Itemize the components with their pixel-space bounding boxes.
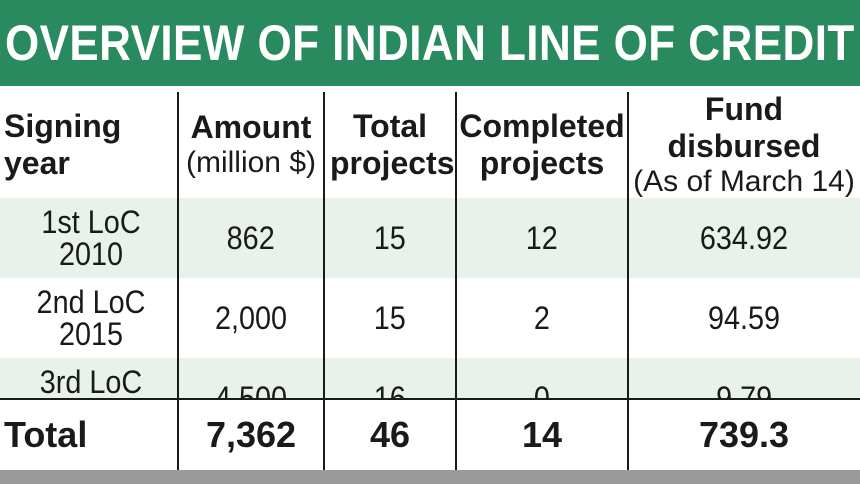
- table-cell: 634.92: [699, 220, 789, 256]
- table-cell: 12: [525, 220, 559, 256]
- total-completed: 14: [521, 414, 563, 455]
- title-banner: OVERVIEW OF INDIAN LINE OF CREDIT: [0, 0, 860, 86]
- total-divider: [0, 398, 860, 400]
- table-cell: 94.59: [707, 300, 781, 336]
- chart-title: OVERVIEW OF INDIAN LINE OF CREDIT: [5, 15, 855, 71]
- table-cell: 1st LoC 2010: [41, 204, 141, 272]
- header-signing-year-label: Signing year: [4, 108, 122, 181]
- table-row: 1st LoC 2010 862 15 12 634.92: [0, 198, 860, 278]
- table-cell: 862: [226, 220, 276, 256]
- table-cell: 15: [373, 220, 407, 256]
- column-divider: [455, 92, 457, 470]
- total-row: Total 7,362 46 14 739.3: [0, 400, 860, 470]
- header-completed-projects: Completed projects: [456, 92, 628, 198]
- table-cell: 2: [533, 300, 551, 336]
- table-cell: 2,000: [214, 300, 288, 336]
- header-amount-label: Amount: [190, 109, 312, 146]
- header-signing-year: Signing year: [0, 92, 178, 198]
- header-fund-disbursed-label: Fund disbursed: [667, 90, 821, 164]
- table-cell: 2nd LoC 2015: [36, 284, 146, 352]
- header-fund-disbursed-note: (As of March 14): [633, 164, 855, 198]
- column-divider: [323, 92, 325, 470]
- total-label: Total: [4, 414, 88, 455]
- table-cell: 15: [373, 300, 407, 336]
- total-amount: 7,362: [205, 414, 297, 455]
- header-fund-disbursed: Fund disbursed (As of March 14): [628, 90, 860, 198]
- header-amount: Amount (million $): [178, 92, 324, 198]
- total-projects: 46: [369, 414, 411, 455]
- total-disbursed: 739.3: [698, 414, 790, 455]
- header-completed-projects-label: Completed projects: [459, 108, 625, 181]
- header-row: Signing year Amount (million $) Total pr…: [0, 90, 860, 198]
- column-divider: [627, 92, 629, 470]
- table-row: 2nd LoC 2015 2,000 15 2 94.59: [0, 278, 860, 358]
- bottom-bar: [0, 470, 860, 484]
- column-divider: [177, 92, 179, 470]
- header-total-projects-label: Total projects: [330, 108, 455, 181]
- header-total-projects: Total projects: [324, 92, 456, 198]
- header-amount-unit: (million $): [185, 146, 317, 180]
